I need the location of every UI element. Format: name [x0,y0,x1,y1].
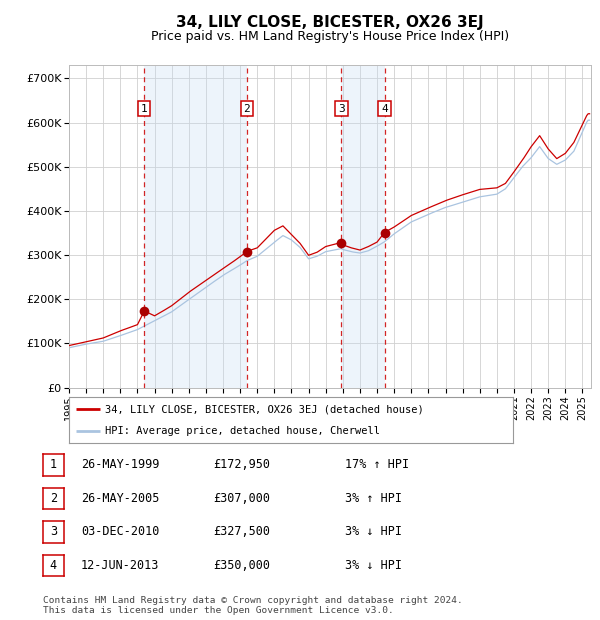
Bar [145,65,247,388]
Text: 3: 3 [50,526,57,538]
Text: 12-JUN-2013: 12-JUN-2013 [81,559,160,572]
Text: 4: 4 [381,104,388,113]
Text: 3% ↑ HPI: 3% ↑ HPI [345,492,402,505]
Text: Contains HM Land Registry data © Crown copyright and database right 2024.
This d: Contains HM Land Registry data © Crown c… [43,596,463,615]
Text: 17% ↑ HPI: 17% ↑ HPI [345,459,409,471]
Text: Price paid vs. HM Land Registry's House Price Index (HPI): Price paid vs. HM Land Registry's House … [151,30,509,43]
Text: HPI: Average price, detached house, Cherwell: HPI: Average price, detached house, Cher… [106,426,380,436]
Text: 4: 4 [50,559,57,572]
Text: £172,950: £172,950 [213,459,270,471]
Text: 2: 2 [50,492,57,505]
Text: 34, LILY CLOSE, BICESTER, OX26 3EJ: 34, LILY CLOSE, BICESTER, OX26 3EJ [176,16,484,30]
Text: £350,000: £350,000 [213,559,270,572]
Text: 3: 3 [338,104,345,113]
Text: £327,500: £327,500 [213,526,270,538]
Text: 3% ↓ HPI: 3% ↓ HPI [345,526,402,538]
Text: £307,000: £307,000 [213,492,270,505]
Text: 26-MAY-2005: 26-MAY-2005 [81,492,160,505]
Text: 03-DEC-2010: 03-DEC-2010 [81,526,160,538]
Text: 3% ↓ HPI: 3% ↓ HPI [345,559,402,572]
Text: 2: 2 [244,104,250,113]
Text: 1: 1 [141,104,148,113]
Text: 1: 1 [50,459,57,471]
Text: 26-MAY-1999: 26-MAY-1999 [81,459,160,471]
Text: 34, LILY CLOSE, BICESTER, OX26 3EJ (detached house): 34, LILY CLOSE, BICESTER, OX26 3EJ (deta… [106,404,424,414]
Bar [341,65,385,388]
